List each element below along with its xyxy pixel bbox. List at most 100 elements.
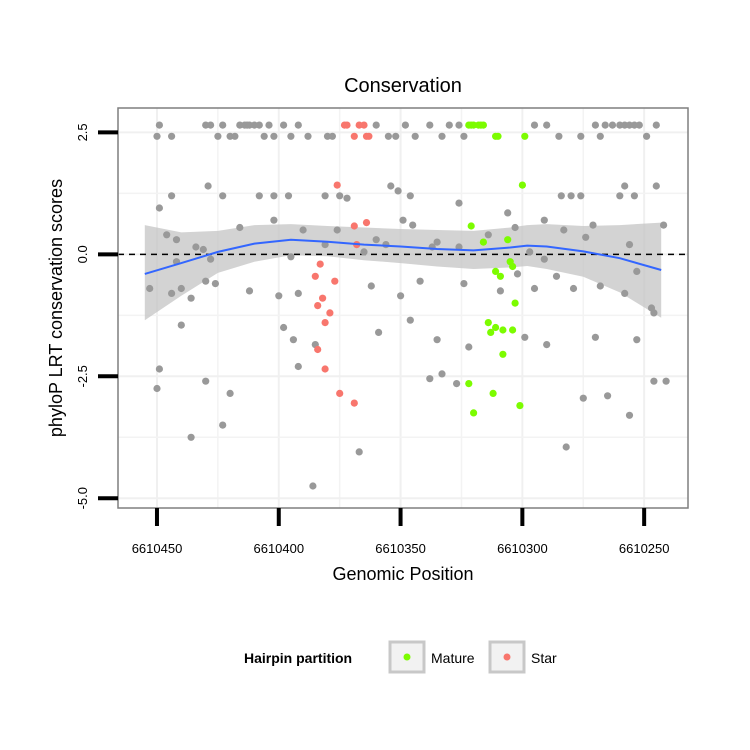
data-point-other [192,243,200,251]
y-axis-title: phyloP LRT conservation scores [46,179,66,437]
data-point-other [601,121,609,129]
data-point-other [635,121,643,129]
data-point-other [204,182,212,190]
y-tick-label: 0.0 [75,245,90,263]
data-point-star [319,294,327,302]
data-point-other [460,280,468,288]
data-point-other [287,253,295,261]
data-point-star [333,181,341,189]
data-point-mature [479,121,487,129]
data-point-other [163,231,171,239]
data-point-other [392,132,400,140]
data-point-other [321,192,329,200]
data-point-other [589,221,597,229]
data-point-other [484,231,492,239]
data-point-other [214,132,222,140]
data-point-star [321,319,329,327]
y-axis: 2.5 0.0 -2.5 -5.0 [75,123,118,509]
data-point-other [211,280,219,288]
data-point-other [382,241,390,249]
x-tick-label: 6610400 [253,541,304,556]
data-point-star [316,260,324,268]
data-point-other [372,236,380,244]
scatter-points [146,121,670,490]
data-point-other [231,132,239,140]
data-point-other [526,248,534,256]
y-tick-label: -5.0 [75,487,90,509]
data-point-other [360,248,368,256]
legend-item-star: Star [488,640,557,674]
data-point-other [543,121,551,129]
data-point-other [496,287,504,295]
data-point-star [360,121,368,129]
data-point-other [168,132,176,140]
data-point-other [625,411,634,419]
data-point-other [438,370,446,378]
data-point-star [311,272,319,280]
data-point-other [155,121,163,129]
data-point-other [401,121,409,129]
data-point-other [521,333,529,341]
smooth-trend-line [144,238,662,275]
data-point-other [433,238,441,246]
data-point-mature [492,267,500,275]
x-axis: 6610450 6610400 6610350 6610300 6610250 [132,508,670,556]
data-point-other [465,343,473,351]
data-point-other [409,221,417,229]
legend-key-star [488,640,526,674]
x-tick-label: 6610300 [497,541,548,556]
data-point-other [275,292,283,300]
data-point-other [328,132,336,140]
data-point-other [438,132,446,140]
data-point-other [650,377,658,385]
data-point-other [596,132,604,140]
data-point-other [202,277,210,285]
data-point-other [384,132,392,140]
data-point-other [270,216,278,224]
data-point-other [153,384,161,393]
data-point-other [304,132,312,140]
data-point-other [591,121,600,129]
data-point-other [453,380,461,388]
data-point-other [177,284,185,293]
data-point-mature [511,299,519,307]
data-point-other [270,132,278,140]
data-point-other [406,316,414,324]
data-point-mature [508,326,517,334]
data-point-other [219,421,227,429]
data-point-other [445,121,453,129]
data-point-other [579,394,587,402]
data-point-other [455,121,463,129]
data-point-other [555,132,563,140]
data-point-star [362,219,371,227]
data-point-other [199,245,207,254]
data-point-other [309,482,317,490]
legend-dot-star [503,653,511,661]
data-point-other [433,336,441,344]
plot-panel-border [117,107,689,509]
data-point-other [299,226,307,234]
data-point-other [172,236,181,244]
data-point-other [367,282,375,290]
data-point-other [394,187,402,195]
data-point-other [560,226,568,234]
x-tick-label: 6610450 [132,541,183,556]
data-point-star [350,222,358,230]
data-point-other [411,132,419,140]
data-point-other [567,192,575,200]
data-point-other [650,309,658,317]
data-point-other [511,223,519,232]
legend-title: Hairpin partition [244,650,352,666]
data-point-other [625,241,634,249]
y-tick-label: -2.5 [75,365,90,387]
data-point-mature [489,389,497,397]
data-point-other [207,255,215,263]
data-point-mature [499,326,507,334]
data-point-mature [496,272,504,280]
data-point-other [333,226,341,234]
data-point-other [621,182,629,190]
data-point-other [387,182,395,190]
data-point-other [582,233,590,241]
data-point-other [577,192,585,200]
